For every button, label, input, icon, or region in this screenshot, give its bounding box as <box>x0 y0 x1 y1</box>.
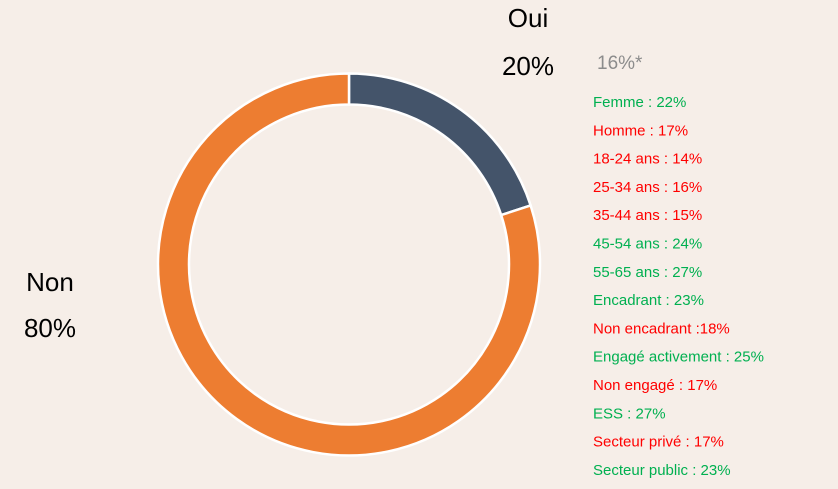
breakdown-item: 18-24 ans : 14% <box>593 151 702 168</box>
breakdown-item: Non encadrant :18% <box>593 320 730 337</box>
value-label: 20% <box>502 51 554 81</box>
category-label: Oui <box>508 3 548 33</box>
breakdown-item: 25-34 ans : 16% <box>593 179 702 196</box>
breakdown-item: Encadrant : 23% <box>593 292 704 309</box>
breakdown-item: ESS : 27% <box>593 405 666 422</box>
breakdown-item: 35-44 ans : 15% <box>593 207 702 224</box>
donut-segment <box>156 72 542 457</box>
breakdown-item: 45-54 ans : 24% <box>593 235 702 252</box>
category-label: Non <box>26 267 74 297</box>
breakdown-item: Femme : 22% <box>593 94 686 111</box>
value-label: 80% <box>24 313 76 343</box>
annotation: 16%* <box>597 53 643 74</box>
breakdown-item: Engagé activement : 25% <box>593 349 764 366</box>
breakdown-item: Non engagé : 17% <box>593 377 717 394</box>
breakdown-item: Secteur public : 23% <box>593 462 731 479</box>
breakdown-item: 55-65 ans : 27% <box>593 264 702 281</box>
breakdown-item: Secteur privé : 17% <box>593 434 724 451</box>
breakdown-item: Homme : 17% <box>593 122 688 139</box>
